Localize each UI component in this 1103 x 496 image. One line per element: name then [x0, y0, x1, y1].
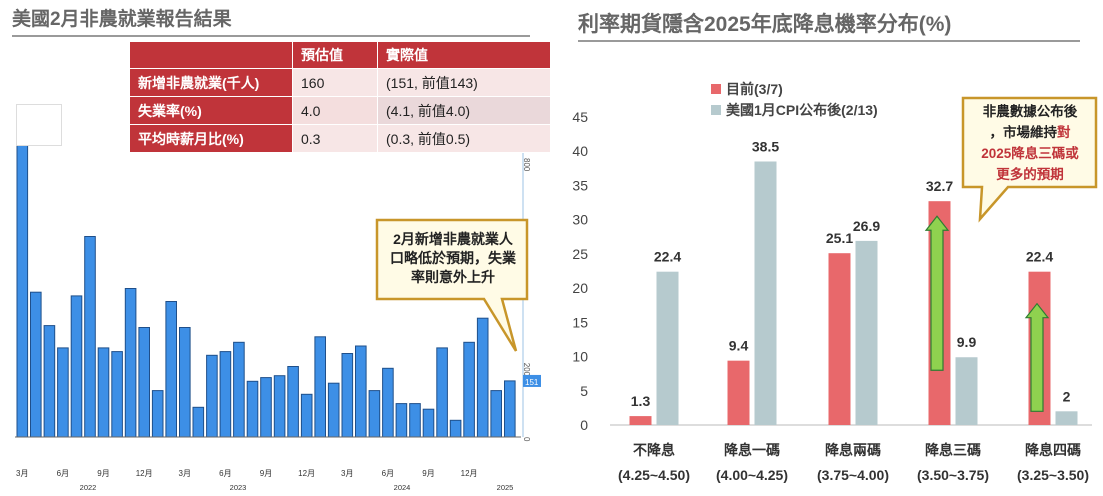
row-actual: (151, 前值143)	[377, 68, 551, 97]
right-callout-highlight-line: 更多的預期	[996, 167, 1064, 182]
table-header-blank	[129, 41, 293, 69]
current-bar	[727, 360, 750, 425]
table-header-actual: 實際值	[377, 41, 551, 69]
y-tick-label: 45	[572, 109, 588, 125]
x-tick-label: 12月	[136, 469, 153, 478]
table-row: 平均時薪月比(%) 0.3 (0.3, 前值0.5)	[129, 124, 551, 153]
y-tick-label: 10	[572, 349, 588, 365]
up-arrow-icon	[924, 215, 950, 371]
data-label: 38.5	[752, 138, 779, 154]
right-callout-line: ，市場維持對	[963, 122, 1097, 143]
row-actual: (0.3, 前值0.5)	[377, 124, 551, 153]
legend-label-post-cpi: 美國1月CPI公布後(2/13)	[726, 102, 878, 118]
left-callout-line: 口略低於預期，失業	[390, 250, 516, 266]
y-tick-label: 25	[572, 246, 588, 262]
y-tick-label: 35	[572, 177, 588, 193]
current-bar	[629, 416, 652, 425]
up-arrow-icon	[1024, 302, 1050, 412]
category-label: 降息三碼	[925, 442, 981, 458]
left-title-rule	[12, 35, 530, 37]
y-tick-label: 30	[572, 212, 588, 228]
left-callout-line: 2月新增非農就業人	[393, 231, 513, 247]
category-label: 不降息	[633, 442, 675, 458]
category-range-label: (3.50~3.75)	[917, 467, 989, 483]
year-label: 2024	[394, 483, 411, 492]
row-estimate: 160	[292, 68, 378, 97]
x-tick-label: 3月	[341, 469, 353, 478]
y-tick-label: 0	[522, 437, 531, 442]
x-tick-label: 3月	[16, 469, 28, 478]
table-header-row: 預估值 實際值	[129, 41, 551, 69]
post-cpi-bar	[855, 240, 878, 425]
data-label: 1.3	[631, 393, 651, 409]
category-range-label: (4.00~4.25)	[716, 467, 788, 483]
row-label: 平均時薪月比(%)	[129, 124, 293, 153]
right-title-rule	[578, 40, 1080, 42]
y-tick-label: 15	[572, 314, 588, 330]
post-cpi-bar	[656, 271, 679, 425]
data-label: 9.9	[957, 334, 977, 350]
x-tick-label: 6月	[219, 469, 231, 478]
legend-label-current: 目前(3/7)	[726, 81, 783, 97]
x-tick-label: 6月	[382, 469, 394, 478]
right-callout-highlight: 對	[1057, 125, 1071, 140]
x-tick-label: 12月	[461, 469, 478, 478]
x-tick-label: 12月	[298, 469, 315, 478]
data-label: 25.1	[826, 230, 853, 246]
category-range-label: (3.25~3.50)	[1017, 467, 1089, 483]
right-callout-highlight-line: 2025降息三碼或	[981, 146, 1079, 161]
legend-swatch-post-cpi	[711, 105, 721, 115]
post-cpi-bar	[955, 357, 978, 425]
right-callout-text: 非農數據公布後 ，市場維持對 2025降息三碼或 更多的預期	[963, 101, 1097, 185]
x-tick-label: 6月	[57, 469, 69, 478]
category-range-label: (3.75~4.00)	[817, 467, 889, 483]
y-tick-label: 5	[580, 383, 588, 399]
x-tick-label: 3月	[179, 469, 191, 478]
category-range-label: (4.25~4.50)	[618, 467, 690, 483]
post-cpi-bar	[754, 161, 777, 425]
row-estimate: 0.3	[292, 124, 378, 153]
category-label: 降息兩碼	[825, 442, 881, 458]
x-tick-label: 9月	[422, 469, 434, 478]
current-bar	[828, 253, 851, 425]
data-label: 2	[1063, 388, 1071, 404]
post-cpi-bar	[1055, 411, 1078, 425]
left-callout-text: 2月新增非農就業人 口略低於預期，失業 率則意外上升	[378, 230, 528, 287]
year-label: 2025	[497, 483, 514, 492]
left-panel-title: 美國2月非農就業報告結果	[12, 9, 232, 30]
year-label: 2022	[80, 483, 97, 492]
data-label: 32.7	[926, 178, 953, 194]
right-callout-line-part: ，市場維持	[989, 125, 1058, 140]
left-callout-line: 率則意外上升	[411, 269, 495, 285]
category-label: 降息四碼	[1025, 442, 1081, 458]
right-callout-shape	[961, 96, 1098, 223]
y-tick-label: 200	[522, 363, 531, 377]
data-label: 26.9	[853, 218, 880, 234]
row-label: 失業率(%)	[129, 96, 293, 125]
y-tick-label: 800	[522, 158, 531, 172]
left-callout-shape	[375, 218, 529, 352]
legend-swatch-current	[711, 84, 721, 94]
latest-value-badge	[523, 374, 541, 387]
data-label: 22.4	[654, 249, 681, 265]
x-tick-label: 9月	[97, 469, 109, 478]
table-header-estimate: 預估值	[292, 41, 378, 69]
category-label: 降息一碼	[724, 442, 780, 458]
y-tick-label: 20	[572, 280, 588, 296]
table-row: 新增非農就業(千人) 160 (151, 前值143)	[129, 68, 551, 97]
data-label: 9.4	[729, 338, 749, 354]
mini-legend-box	[16, 104, 62, 146]
right-callout-line: 非農數據公布後	[982, 104, 1078, 119]
year-label: 2023	[230, 483, 247, 492]
y-tick-label: 0	[580, 417, 588, 433]
row-label: 新增非農就業(千人)	[129, 68, 293, 97]
x-tick-label: 9月	[260, 469, 272, 478]
data-label: 22.4	[1026, 249, 1053, 265]
nfp-results-table: 預估值 實際值 新增非農就業(千人) 160 (151, 前值143) 失業率(…	[129, 41, 551, 153]
latest-value-label: 151	[525, 378, 539, 387]
y-tick-label: 40	[572, 143, 588, 159]
right-panel-title: 利率期貨隱含2025年底降息機率分布(%)	[578, 13, 952, 36]
